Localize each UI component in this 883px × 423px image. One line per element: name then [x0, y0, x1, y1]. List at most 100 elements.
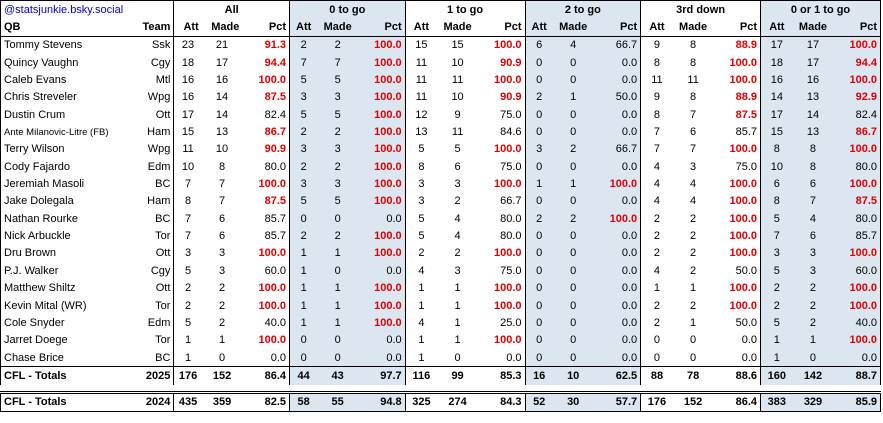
table-row: Cole Snyder Edm 5 2 40.0 1 1 100.0 4 1 25.0 0 0 0.0 2 1… [0, 314, 882, 332]
1-to-go-pct: 100.0 [477, 140, 526, 159]
0-or-1-to-go-att: 6 [760, 175, 793, 193]
3rd-down-made: 7 [690, 143, 697, 156]
0-to-go-made: 0 [317, 210, 358, 228]
3rd-down-att: 0 [653, 351, 661, 364]
0-to-go-pct: 100.0 [358, 54, 406, 72]
att-header: Att [289, 18, 318, 37]
2-to-go-att: 0 [525, 54, 553, 72]
0-or-1-to-go-made: 6 [792, 175, 834, 193]
0-or-1-to-go-att: 16 [760, 71, 793, 89]
qb-name: Jeremiah Masoli [0, 175, 134, 193]
2-to-go-made: 0 [552, 314, 594, 332]
0-to-go-pct: 100.0 [358, 106, 406, 124]
0-to-go-made: 5 [317, 192, 358, 211]
qb-name: Nathan Rourke [0, 210, 134, 228]
all-att: 18 [181, 56, 195, 69]
0-or-1-to-go-pct: 82.4 [833, 106, 882, 124]
all-made: 16 [215, 74, 229, 87]
3rd-down-att: 2 [653, 316, 661, 329]
qb-name: P.J. Walker [0, 262, 134, 280]
0-to-go-att: 1 [289, 314, 318, 332]
table-row: Nathan Rourke BC 7 6 85.7 0 0 0.0 5 4 80.0 2 2 100.0 2… [0, 210, 882, 228]
0-or-1-to-go-made: 4 [792, 210, 834, 228]
0-to-go-made: 55 [317, 390, 358, 412]
0-to-go-att: 0 [289, 210, 318, 228]
all-pct: 82.5 [242, 390, 291, 412]
2-to-go-att: 0 [525, 123, 553, 141]
2-to-go-pct: 0.0 [593, 244, 642, 263]
all-att: 7 [184, 230, 192, 243]
team-code: Ham [133, 192, 175, 211]
0-or-1-to-go-made: 142 [792, 366, 834, 385]
0-to-go-att: 44 [289, 366, 318, 385]
team-code: Ott [133, 244, 175, 263]
pct-header: Pct [593, 18, 642, 37]
1-to-go-pct: 100.0 [477, 244, 526, 263]
2-to-go-made: 1 [552, 175, 594, 193]
1-to-go-att: 12 [415, 108, 428, 121]
2-to-go-att: 52 [525, 390, 553, 412]
all-att: 1 [184, 351, 192, 364]
3rd-down-att: 2 [653, 247, 661, 260]
0-to-go-att: 5 [289, 106, 318, 124]
1-to-go-att: 2 [418, 247, 425, 260]
1-to-go-pct: 84.6 [477, 123, 526, 141]
1-to-go-att: 11 [415, 74, 428, 87]
team-code: Tor [133, 331, 175, 349]
0-or-1-to-go-pct: 60.0 [833, 262, 882, 280]
0-or-1-to-go-att: 7 [760, 227, 793, 245]
pct-header: Pct [358, 18, 406, 37]
2-to-go-made: 1 [552, 88, 594, 107]
3rd-down-att: 4 [653, 195, 661, 208]
0-or-1-to-go-pct: 88.7 [833, 366, 882, 385]
3rd-down-made: 4 [690, 195, 697, 208]
all-pct: 100.0 [242, 175, 291, 193]
all-att: 8 [184, 195, 192, 208]
made-header: Made [672, 18, 714, 37]
2-to-go-made: 0 [552, 279, 594, 297]
group-3rd-down: 3rd down [640, 0, 762, 19]
team-code: Cgy [133, 262, 175, 280]
all-att: 11 [182, 143, 194, 156]
0-or-1-to-go-made: 17 [792, 54, 834, 72]
2-to-go-made: 10 [552, 366, 594, 385]
3rd-down-att: 9 [653, 91, 661, 104]
spacer-row [1, 385, 881, 393]
qb-name: Cole Snyder [0, 314, 134, 332]
team-code: Tor [133, 227, 175, 245]
2-to-go-att: 0 [525, 262, 553, 280]
qb-name: Chase Brice [0, 348, 134, 367]
qb-name: Jarret Doege [0, 331, 134, 349]
3rd-down-made: 4 [690, 178, 697, 191]
3rd-down-made: 2 [690, 299, 697, 312]
3rd-down-made: 1 [690, 316, 697, 329]
2-to-go-att: 0 [525, 331, 553, 349]
1-to-go-att: 1 [418, 282, 425, 295]
2-to-go-made: 0 [552, 106, 594, 124]
2-to-go-att: 0 [525, 106, 553, 124]
1-to-go-made: 3 [454, 178, 461, 191]
2-to-go-att: 2 [525, 210, 553, 228]
att-header: Att [405, 18, 438, 37]
3rd-down-pct: 50.0 [713, 314, 762, 332]
0-or-1-to-go-made: 0 [792, 348, 834, 367]
3rd-down-pct: 100.0 [713, 210, 762, 228]
1-to-go-pct: 66.7 [477, 192, 526, 211]
qb-name: Chris Streveler [0, 88, 134, 107]
1-to-go-made: 2 [454, 247, 461, 260]
team-code: Edm [133, 314, 175, 332]
0-or-1-to-go-pct: 80.0 [833, 158, 882, 176]
spacer-cell [1, 385, 881, 393]
3rd-down-made: 2 [690, 212, 697, 225]
team-code: Ott [133, 279, 175, 297]
0-or-1-to-go-att: 2 [760, 296, 793, 315]
team-code: Ham [133, 123, 175, 141]
0-to-go-pct: 0.0 [358, 331, 406, 349]
1-to-go-made: 1 [454, 299, 461, 312]
0-to-go-made: 1 [317, 244, 358, 263]
pct-header: Pct [242, 18, 291, 37]
1-to-go-made: 11 [451, 126, 464, 139]
all-pct: 85.7 [242, 227, 291, 245]
3rd-down-att: 88 [640, 366, 673, 385]
2-to-go-att: 0 [525, 158, 553, 176]
